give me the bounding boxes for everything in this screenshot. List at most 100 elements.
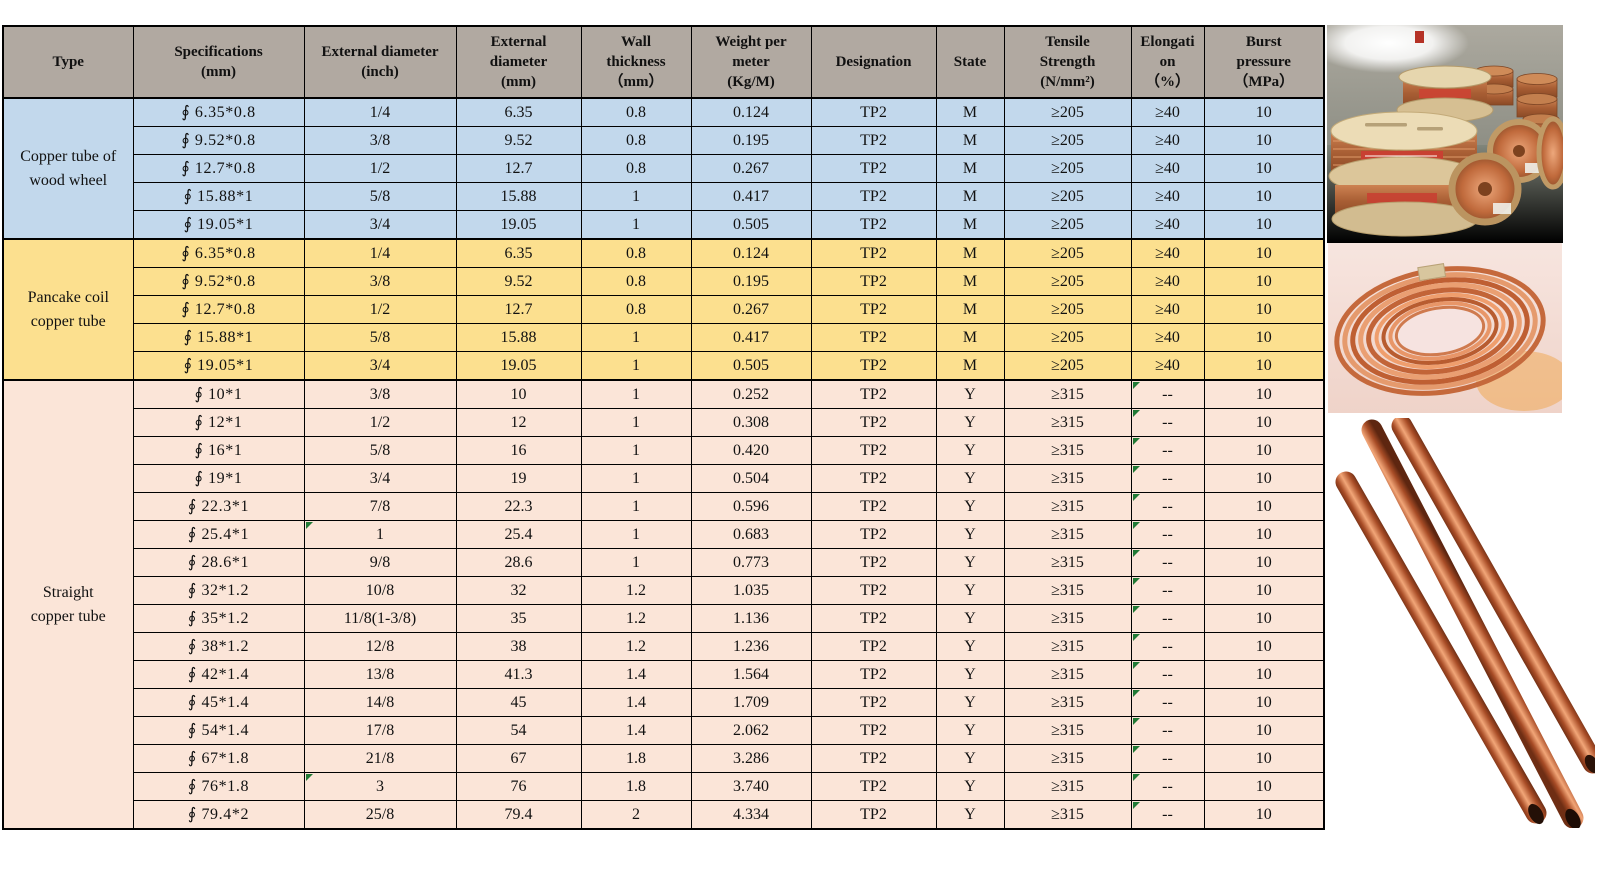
cell-designation: TP2 — [810, 688, 937, 717]
cell-value: 10 — [1255, 693, 1272, 711]
table-row: ∮ 22.3*1 7/8 22.3 1 0.596 TP2 Y ≥315 -- 10 — [3, 492, 1325, 521]
cell-value: 0.505 — [733, 356, 769, 374]
cell-state: Y — [935, 660, 1005, 689]
cell-spec: ∮ 22.3*1 — [132, 492, 305, 521]
cell-ext-mm: 15.88 — [455, 182, 582, 211]
cell-value: TP2 — [860, 385, 887, 403]
table-row: Pancake coil copper tube ∮ 6.35*0.8 1/4 6.3… — [2, 238, 1325, 381]
cell-value: Y — [964, 777, 976, 795]
cell-burst: 10 — [1203, 576, 1325, 605]
cell-value: 9.52 — [504, 272, 533, 290]
cell-spec: ∮ 9.52*0.8 — [132, 126, 305, 155]
cell-state: M — [935, 267, 1005, 296]
cell-value: 1/2 — [369, 413, 391, 431]
cell-value: ∮ 35*1.2 — [187, 609, 250, 627]
cell-value: 0.8 — [626, 159, 646, 177]
cell-value: ∮ 12.7*0.8 — [181, 300, 256, 318]
cell-value: 10 — [510, 385, 527, 403]
cell-elongation: -- — [1130, 744, 1205, 773]
cell-value: ∮ 28.6*1 — [187, 553, 250, 571]
cell-tensile: ≥205 — [1003, 154, 1132, 183]
cell-burst: 10 — [1203, 379, 1325, 409]
cell-wall: 1 — [580, 492, 692, 521]
cell-value: ∮ 12.7*0.8 — [181, 159, 256, 177]
cell-value: TP2 — [860, 777, 887, 795]
cell-inch: 3/4 — [303, 210, 457, 240]
cell-value: M — [962, 159, 978, 177]
cell-value: Y — [964, 609, 976, 627]
cell-state: Y — [935, 716, 1005, 745]
cell-designation: TP2 — [810, 238, 937, 268]
cell-spec: ∮ 6.35*0.8 — [132, 238, 305, 268]
comment-marker-icon — [1132, 662, 1140, 669]
cell-value: 19.05 — [500, 215, 537, 233]
cell-value: -- — [1162, 721, 1173, 739]
cell-spec: ∮ 76*1.8 — [132, 772, 305, 801]
col-header-inch: External diameter (inch) — [303, 25, 457, 99]
cell-value: 10 — [1255, 609, 1272, 627]
cell-value: 9.52 — [504, 131, 533, 149]
table-row: Straight copper tube ∮ 10*1 3/8 10 1 0.252 TP2… — [2, 379, 1325, 830]
cell-designation: TP2 — [810, 632, 937, 661]
cell-value: 41.3 — [504, 665, 533, 683]
comment-marker-icon — [1132, 438, 1140, 445]
cell-ext-mm: 6.35 — [455, 238, 582, 268]
cell-value: TP2 — [860, 131, 887, 149]
col-header-elongation: Elongati on （%） — [1130, 25, 1205, 99]
comment-marker-icon — [1132, 550, 1140, 557]
cell-value: 12.7 — [504, 159, 533, 177]
cell-wall: 1 — [580, 548, 692, 577]
cell-value: 10 — [1255, 300, 1272, 318]
cell-value: 1.2 — [626, 609, 646, 627]
cell-value: TP2 — [860, 609, 887, 627]
comment-marker-icon — [1132, 522, 1140, 529]
cell-value: 45 — [510, 693, 527, 711]
cell-value: 5/8 — [369, 187, 391, 205]
cell-weight: 0.504 — [690, 464, 812, 493]
cell-designation: TP2 — [810, 604, 937, 633]
cell-tensile: ≥205 — [1003, 97, 1132, 127]
cell-wall: 1 — [580, 408, 692, 437]
cell-elongation: ≥40 — [1130, 154, 1205, 183]
table-row: ∮ 38*1.2 12/8 38 1.2 1.236 TP2 Y ≥315 -- 10 — [3, 632, 1325, 661]
cell-inch: 3/8 — [303, 126, 457, 155]
cell-burst: 10 — [1203, 210, 1325, 240]
cell-burst: 10 — [1203, 716, 1325, 745]
cell-inch: 1/2 — [303, 295, 457, 324]
cell-value: 3/8 — [369, 385, 391, 403]
cell-weight: 3.740 — [690, 772, 812, 801]
cell-spec: ∮ 12.7*0.8 — [132, 154, 305, 183]
cell-value: M — [962, 300, 978, 318]
cell-value: 79.4 — [504, 805, 533, 823]
cell-value: ∮ 32*1.2 — [187, 581, 250, 599]
cell-elongation: -- — [1130, 576, 1205, 605]
cell-value: TP2 — [860, 637, 887, 655]
cell-value: TP2 — [860, 805, 887, 823]
cell-value: ∮ 54*1.4 — [187, 721, 250, 739]
cell-value: 10 — [1255, 131, 1272, 149]
cell-tensile: ≥315 — [1003, 408, 1132, 437]
cell-value: TP2 — [860, 581, 887, 599]
cell-ext-mm: 12 — [455, 408, 582, 437]
cell-value: TP2 — [860, 469, 887, 487]
cell-elongation: -- — [1130, 800, 1205, 830]
cell-value: 0.8 — [626, 300, 646, 318]
cell-inch: 5/8 — [303, 182, 457, 211]
cell-inch: 3/4 — [303, 464, 457, 493]
cell-value: 10 — [1255, 356, 1272, 374]
cell-value: ≥205 — [1051, 272, 1084, 290]
cell-type: Straight copper tube — [2, 379, 134, 830]
cell-value: TP2 — [860, 356, 887, 374]
cell-value: Y — [964, 721, 976, 739]
cell-value: 10 — [1255, 581, 1272, 599]
cell-value: 10 — [1255, 525, 1272, 543]
table-row: Copper tube of wood wheel ∮ 6.35*0.8 1/4 6.… — [2, 97, 1325, 240]
table-row: ∮ 9.52*0.8 3/8 9.52 0.8 0.195 TP2 M ≥205 ≥40 10 — [3, 126, 1325, 155]
cell-designation: TP2 — [810, 548, 937, 577]
cell-value: ∮ 12*1 — [194, 413, 243, 431]
comment-marker-icon — [1132, 578, 1140, 585]
cell-burst: 10 — [1203, 182, 1325, 211]
cell-ext-mm: 54 — [455, 716, 582, 745]
cell-inch: 21/8 — [303, 744, 457, 773]
